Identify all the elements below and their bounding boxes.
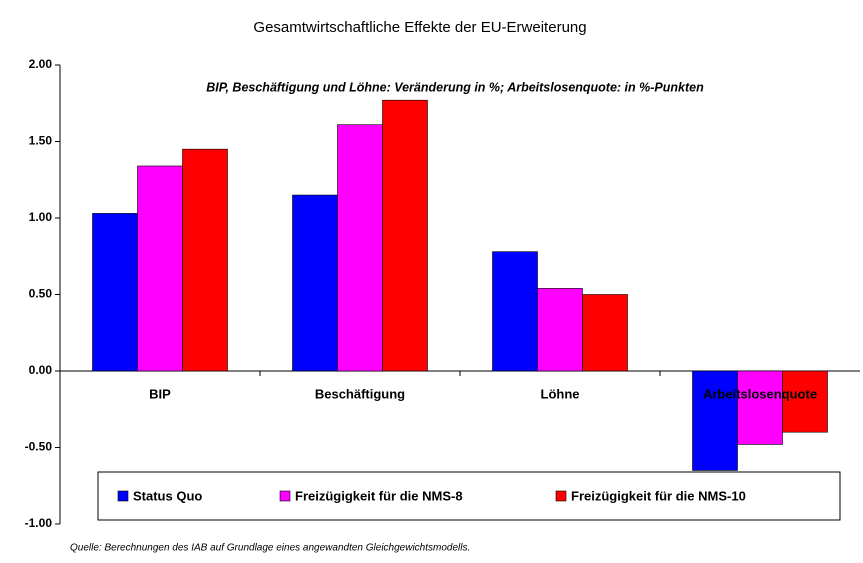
bar <box>737 370 783 445</box>
y-tick-label: 1.50 <box>29 134 53 148</box>
source: Quelle: Berechnungen des IAB auf Grundla… <box>70 543 470 554</box>
y-tick-label: 0.00 <box>29 363 53 377</box>
legend-swatch <box>279 490 291 502</box>
legend-swatch <box>555 490 567 502</box>
legend-label: Status Quo <box>133 488 202 503</box>
bar <box>92 213 138 372</box>
chart-title: Gesamtwirtschaftliche Effekte der EU-Erw… <box>253 19 586 36</box>
legend-label: Freizügigkeit für die NMS-10 <box>571 488 746 503</box>
x-tick-label: BIP <box>149 386 171 401</box>
y-tick-label: 0.50 <box>29 287 53 301</box>
subtitle: BIP, Beschäftigung und Löhne: Veränderun… <box>206 80 704 94</box>
bar <box>582 294 628 372</box>
y-tick-label: -1.00 <box>25 516 53 530</box>
bar <box>782 370 828 433</box>
legend-box <box>97 471 841 521</box>
y-tick-label: -0.50 <box>25 440 53 454</box>
bar <box>182 148 228 372</box>
bar <box>492 251 538 372</box>
y-tick-label: 1.00 <box>29 210 53 224</box>
x-tick-label: Arbeitslosenquote <box>703 386 817 401</box>
x-tick-label: Beschäftigung <box>315 386 405 401</box>
bar <box>537 288 583 372</box>
y-tick-label: 2.00 <box>29 57 53 71</box>
bar <box>292 194 338 372</box>
bar <box>337 124 383 372</box>
bar <box>382 99 428 372</box>
bar <box>137 165 183 372</box>
x-tick-label: Löhne <box>541 386 580 401</box>
legend-swatch <box>117 490 129 502</box>
legend-label: Freizügigkeit für die NMS-8 <box>295 488 463 503</box>
